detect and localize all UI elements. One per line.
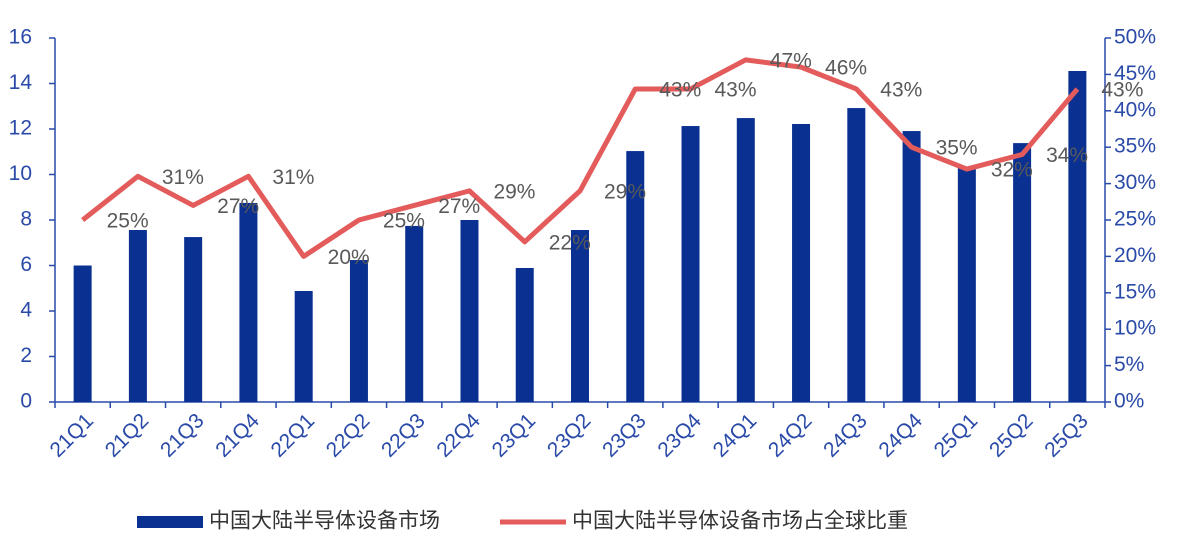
x-tick-label: 24Q3 (819, 409, 872, 462)
bar (405, 225, 424, 402)
data-label: 43% (659, 79, 701, 102)
data-label: 20% (328, 246, 370, 269)
x-tick-label: 25Q3 (1040, 409, 1093, 462)
data-label: 27% (217, 195, 259, 218)
legend-swatch (137, 516, 203, 528)
y-tick-label: 0 (20, 390, 32, 413)
y2-tick-label: 0% (1114, 390, 1144, 413)
y-tick-label: 16 (9, 26, 32, 49)
data-label: 29% (493, 180, 535, 203)
y2-tick-label: 10% (1114, 317, 1156, 340)
bar (294, 290, 313, 402)
x-tick-label: 21Q4 (211, 409, 264, 462)
bar (847, 108, 866, 402)
bar (681, 126, 700, 402)
y2-tick-label: 25% (1114, 208, 1156, 231)
bar (571, 230, 589, 402)
x-tick-label: 22Q3 (377, 409, 430, 462)
x-tick-label: 23Q3 (598, 409, 651, 462)
y2-tick-label: 35% (1114, 135, 1156, 158)
data-label: 34% (1046, 144, 1088, 167)
line (81, 57, 1080, 259)
y-tick-label: 4 (20, 299, 32, 322)
x-tick-label: 22Q1 (267, 409, 320, 462)
data-label: 32% (991, 159, 1033, 182)
y2-tick-label: 15% (1114, 280, 1156, 303)
y-tick-label: 6 (20, 253, 32, 276)
data-label: 46% (825, 57, 867, 80)
data-label: 47% (770, 49, 812, 72)
bar (128, 230, 147, 402)
x-tick-label: 25Q1 (930, 409, 983, 462)
data-label: 25% (107, 210, 149, 233)
data-label: 35% (936, 137, 978, 160)
data-label: 43% (1101, 79, 1143, 102)
bar (460, 220, 479, 402)
y-tick-label: 10 (9, 162, 32, 185)
y-tick-label: 12 (9, 117, 32, 140)
x-tick-label: 24Q4 (874, 409, 927, 462)
data-label: 25% (383, 210, 425, 233)
data-label: 43% (715, 79, 757, 102)
data-label: 27% (438, 195, 480, 218)
bar (349, 260, 368, 402)
bar (957, 167, 976, 402)
bar (902, 131, 921, 403)
data-label: 31% (272, 166, 314, 189)
y2-tick-label: 45% (1114, 62, 1156, 85)
x-tick-label: 24Q2 (764, 409, 817, 462)
legend-label: 中国大陆半导体设备市场 (209, 510, 440, 533)
data-label: 29% (604, 180, 646, 203)
y2-tick-label: 5% (1114, 353, 1144, 376)
y2-tick-label: 40% (1114, 98, 1156, 121)
x-tick-label: 21Q3 (156, 409, 209, 462)
y2-tick-label: 20% (1114, 244, 1156, 267)
y-tick-label: 2 (20, 344, 32, 367)
bar (239, 202, 258, 402)
y2-tick-label: 50% (1114, 26, 1156, 49)
bar (1068, 70, 1087, 403)
x-tick-label: 22Q2 (322, 409, 375, 462)
x-tick-label: 22Q4 (432, 409, 485, 462)
x-tick-label: 25Q2 (985, 409, 1038, 462)
x-tick-label: 24Q1 (709, 409, 762, 462)
bar (73, 265, 92, 402)
bar (792, 123, 811, 403)
bar (515, 268, 534, 402)
bar (184, 237, 203, 402)
bar (1013, 143, 1032, 403)
bar (626, 151, 645, 402)
data-label: 43% (880, 79, 922, 102)
bar (736, 118, 755, 402)
y-tick-label: 8 (20, 208, 32, 231)
data-label: 22% (549, 231, 591, 254)
y2-tick-label: 30% (1114, 171, 1156, 194)
data-label: 31% (162, 166, 204, 189)
y-tick-label: 14 (9, 71, 33, 94)
x-tick-label: 23Q2 (543, 409, 596, 462)
legend-label: 中国大陆半导体设备市场占全球比重 (572, 510, 908, 533)
x-tick-label: 23Q4 (653, 409, 706, 462)
x-tick-label: 23Q1 (488, 409, 541, 462)
x-tick-label: 21Q2 (101, 409, 154, 462)
x-tick-label: 21Q1 (45, 409, 98, 462)
